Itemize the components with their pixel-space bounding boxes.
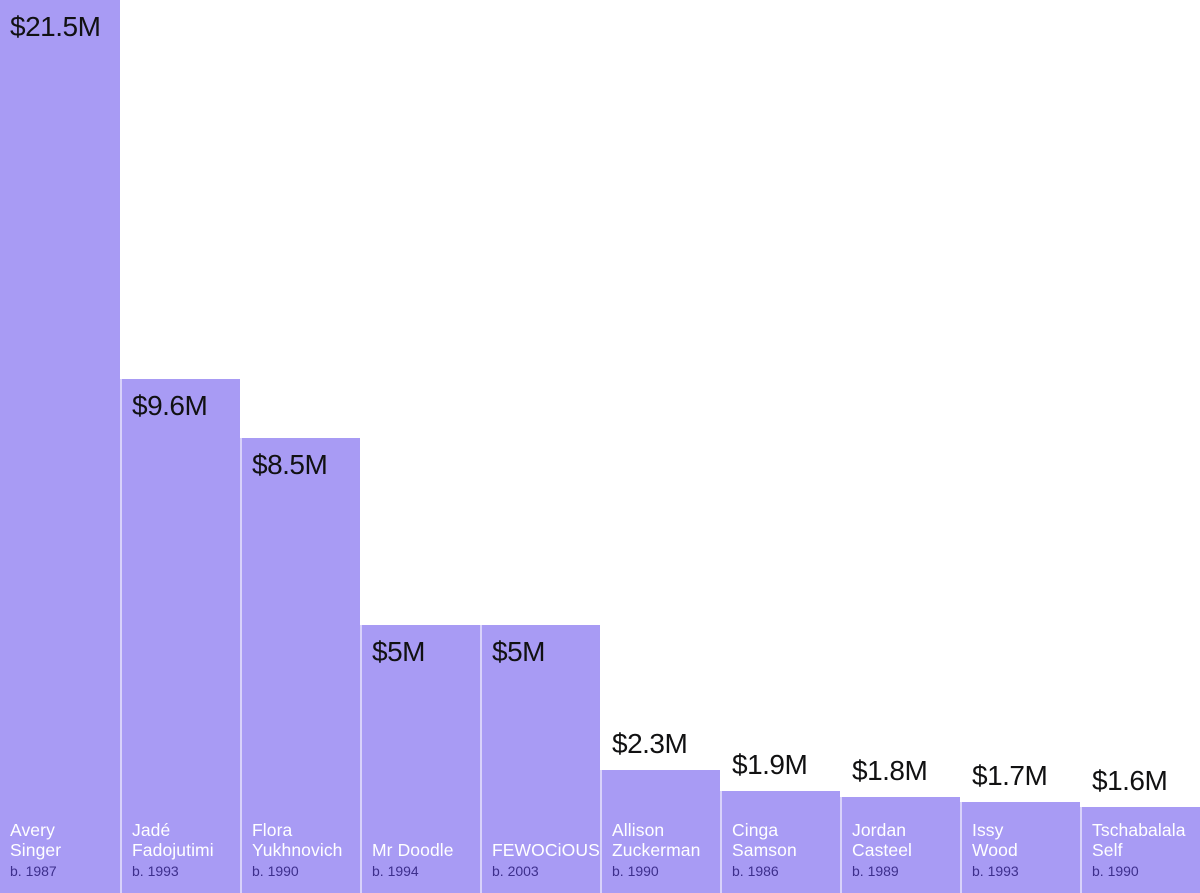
bar: $9.6M Jadé Fadojutimi b. 1993 [120,379,240,893]
bar-value-label: $2.3M [612,727,688,759]
bar-value-label: $1.6M [1092,764,1168,796]
bar-column: $1.7M Issy Wood b. 1993 [960,0,1080,893]
bar-value-label: $1.7M [972,759,1048,791]
bar: Tschabalala Self b. 1990 [1080,807,1200,893]
artist-label: Jadé Fadojutimi b. 1993 [132,820,236,879]
artist-label: Cinga Samson b. 1986 [732,820,836,879]
artist-birth-year: b. 1993 [132,863,179,879]
artist-birth-year: b. 1987 [10,863,57,879]
bar: Issy Wood b. 1993 [960,802,1080,893]
artist-label: Tschabalala Self b. 1990 [1092,820,1196,879]
artist-label: Issy Wood b. 1993 [972,820,1076,879]
bar-column: $1.8M Jordan Casteel b. 1989 [840,0,960,893]
bar-value-label: $1.9M [732,748,808,780]
bar: $8.5M Flora Yukhnovich b. 1990 [240,438,360,893]
artist-birth-year: b. 1994 [372,863,419,879]
bar-column: $1.6M Tschabalala Self b. 1990 [1080,0,1200,893]
bar-value-label: $9.6M [132,390,208,421]
bar-column: $9.6M Jadé Fadojutimi b. 1993 [120,0,240,893]
artist-label: Allison Zuckerman b. 1990 [612,820,716,879]
bar-value-label: $8.5M [252,449,328,480]
bar-column: $1.9M Cinga Samson b. 1986 [720,0,840,893]
artist-birth-year: b. 1990 [252,863,299,879]
artist-name: Jadé Fadojutimi [132,820,214,860]
bar: Cinga Samson b. 1986 [720,791,840,893]
artist-birth-year: b. 1993 [972,863,1019,879]
artist-birth-year: b. 1990 [612,863,659,879]
artist-label: FEWOCiOUS b. 2003 [492,840,600,879]
artist-birth-year: b. 1986 [732,863,779,879]
artist-name: FEWOCiOUS [492,840,600,860]
artist-birth-year: b. 1990 [1092,863,1139,879]
artist-name: Jordan Casteel [852,820,913,860]
bar: $5M Mr Doodle b. 1994 [360,625,480,893]
bar: $5M FEWOCiOUS b. 2003 [480,625,600,893]
artist-birth-year: b. 1989 [852,863,899,879]
bar-value-label: $21.5M [10,11,101,42]
artist-name: Flora Yukhnovich [252,820,343,860]
bar-value-label: $5M [372,636,425,667]
bar-column: $8.5M Flora Yukhnovich b. 1990 [240,0,360,893]
artist-birth-year: b. 2003 [492,863,539,879]
bar-value-label: $1.8M [852,754,928,786]
bar: Allison Zuckerman b. 1990 [600,770,720,893]
bar-column: $2.3M Allison Zuckerman b. 1990 [600,0,720,893]
artist-name: Mr Doodle [372,840,454,860]
bar: Jordan Casteel b. 1989 [840,797,960,893]
artist-name: Allison Zuckerman [612,820,701,860]
artist-name: Issy Wood [972,820,1018,860]
artist-label: Avery Singer b. 1987 [10,820,116,879]
artist-label: Flora Yukhnovich b. 1990 [252,820,356,879]
bar-column: $21.5M Avery Singer b. 1987 [0,0,120,893]
artist-label: Jordan Casteel b. 1989 [852,820,956,879]
bar-column: $5M FEWOCiOUS b. 2003 [480,0,600,893]
bar-column: $5M Mr Doodle b. 1994 [360,0,480,893]
artist-label: Mr Doodle b. 1994 [372,840,476,879]
artist-name: Cinga Samson [732,820,797,860]
bar-value-label: $5M [492,636,545,667]
artist-name: Tschabalala Self [1092,820,1186,860]
bar: $21.5M Avery Singer b. 1987 [0,0,120,893]
artist-name: Avery Singer [10,820,62,860]
